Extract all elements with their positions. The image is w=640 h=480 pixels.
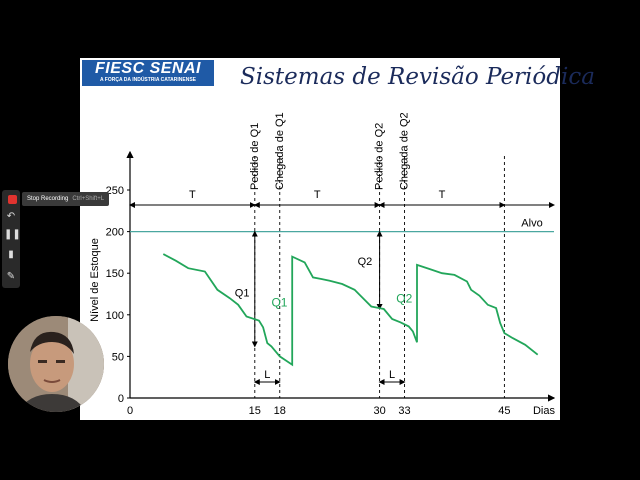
arrival-1-label: Chegada de Q1 xyxy=(274,112,286,190)
slide-title: Sistemas de Revisão Periódica xyxy=(240,64,595,90)
q2-order-label: Q2 xyxy=(358,256,373,268)
x-axis-label: Dias xyxy=(533,405,556,417)
period-label: T xyxy=(189,189,196,201)
arrival-2-label: Chegada de Q2 xyxy=(399,112,411,190)
trash-icon[interactable]: ▮ xyxy=(8,249,14,260)
x-tick-label: 15 xyxy=(249,405,261,417)
pen-icon[interactable]: ✎ xyxy=(6,271,16,282)
webcam-overlay xyxy=(8,316,104,412)
tooltip-label: Stop Recording xyxy=(27,196,69,202)
target-label: Alvo xyxy=(521,218,542,230)
y-tick-label: 50 xyxy=(112,351,124,363)
q2-arrival-label: Q2 xyxy=(396,291,412,305)
x-tick-label: 30 xyxy=(373,405,385,417)
pause-icon[interactable]: ❚❚ xyxy=(4,229,21,240)
slide-area xyxy=(80,58,560,420)
lead-time-label: L xyxy=(264,369,270,381)
x-tick-label: 33 xyxy=(398,405,410,417)
period-label: T xyxy=(314,189,321,201)
recorder-toolbar: ↶ ❚❚ ▮ ✎ xyxy=(2,190,21,288)
q1-arrival-label: Q1 xyxy=(271,295,287,309)
y-tick-label: 200 xyxy=(106,227,124,239)
stop-recording-button[interactable] xyxy=(4,192,18,206)
period-label: T xyxy=(439,189,446,201)
x-tick-label: 18 xyxy=(274,405,286,417)
stop-recording-tooltip: Stop Recording Ctrl+Shift+L xyxy=(22,192,110,206)
undo-icon[interactable]: ↶ xyxy=(6,211,16,222)
y-tick-label: 150 xyxy=(106,268,124,280)
logo-sub-text: A FORÇA DA INDÚSTRIA CATARINENSE xyxy=(99,77,196,83)
presenter-avatar xyxy=(8,316,104,412)
x-tick-label: 45 xyxy=(498,405,510,417)
y-tick-label: 250 xyxy=(106,185,124,197)
y-axis-label: Nível de Estoque xyxy=(89,238,101,322)
record-icon xyxy=(8,195,17,204)
q1-order-label: Q1 xyxy=(235,287,250,299)
x-tick-label: 0 xyxy=(127,405,133,417)
fiesc-senai-logo: FIESC SENAI A FORÇA DA INDÚSTRIA CATARIN… xyxy=(82,60,214,86)
review-1-label: Pedido de Q1 xyxy=(249,123,261,190)
inventory-series-line xyxy=(162,253,539,367)
y-tick-label: 100 xyxy=(106,310,124,322)
lead-time-label: L xyxy=(389,369,395,381)
logo-main-text: FIESC SENAI xyxy=(95,60,201,77)
inventory-chart: Nível de Estoque Dias 0 50 100 150 200 250 0 15 18… xyxy=(89,112,556,417)
y-tick-label: 0 xyxy=(118,393,124,405)
tooltip-shortcut: Ctrl+Shift+L xyxy=(72,196,105,202)
review-2-label: Pedido de Q2 xyxy=(374,123,386,190)
